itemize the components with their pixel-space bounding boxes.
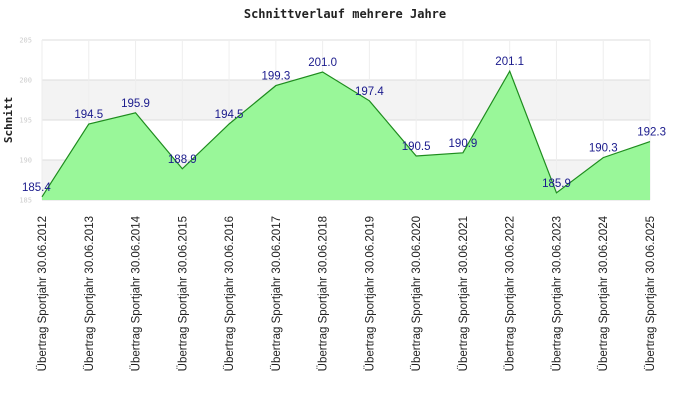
y-tick-label: 190 — [19, 157, 32, 165]
x-tick-label: Übertrag Sportjahr 30.06.2022 — [505, 216, 517, 371]
data-label: 199.3 — [261, 71, 290, 83]
data-labels: 185.4 194.5 195.9 188.9 194.5 199.3 201.0 197.4… — [22, 56, 666, 194]
x-tick-label: Übertrag Sportjahr 30.06.2025 — [645, 216, 657, 371]
data-label: 201.0 — [308, 57, 337, 69]
y-axis-label: Schnitt — [2, 97, 15, 143]
data-label: 195.9 — [121, 98, 150, 110]
data-label: 194.5 — [74, 109, 103, 121]
y-tick-label: 195 — [19, 117, 32, 125]
x-tick-label: Übertrag Sportjahr 30.06.2012 — [37, 216, 49, 371]
x-tick-label: Übertrag Sportjahr 30.06.2020 — [411, 216, 423, 371]
data-label: 197.4 — [355, 86, 384, 98]
x-tick-label: Übertrag Sportjahr 30.06.2014 — [131, 215, 143, 371]
data-label: 201.1 — [495, 56, 524, 68]
data-series — [41, 69, 651, 200]
data-label: 190.9 — [449, 138, 478, 150]
data-label: 185.4 — [22, 182, 51, 194]
series-area — [42, 71, 650, 200]
data-label: 190.5 — [402, 141, 431, 153]
x-tick-label: Übertrag Sportjahr 30.06.2018 — [318, 216, 330, 371]
x-tick-label: Übertrag Sportjahr 30.06.2024 — [598, 215, 610, 371]
data-label: 190.3 — [589, 143, 618, 155]
series-line — [41, 69, 651, 198]
chart-title: Schnittverlauf mehrere Jahre — [244, 7, 446, 21]
x-tick-label: Übertrag Sportjahr 30.06.2013 — [84, 216, 96, 371]
x-tick-label: Übertrag Sportjahr 30.06.2015 — [177, 216, 189, 371]
x-tick-labels: Übertrag Sportjahr 30.06.2012 Übertrag Sp… — [37, 215, 657, 371]
data-label: 192.3 — [637, 127, 666, 139]
data-label: 188.9 — [168, 154, 197, 166]
x-tick-label: Übertrag Sportjahr 30.06.2016 — [224, 216, 236, 371]
y-tick-label: 200 — [19, 77, 32, 85]
y-tick-label: 185 — [19, 197, 32, 205]
x-tick-label: Übertrag Sportjahr 30.06.2021 — [458, 216, 470, 371]
x-tick-label: Übertrag Sportjahr 30.06.2023 — [551, 216, 563, 371]
y-tick-labels: 185 190 195 200 205 — [19, 37, 32, 205]
x-tick-label: Übertrag Sportjahr 30.06.2017 — [271, 216, 283, 371]
data-label: 185.9 — [542, 178, 571, 190]
y-tick-label: 205 — [19, 37, 32, 45]
x-tick-label: Übertrag Sportjahr 30.06.2019 — [364, 216, 376, 371]
data-label: 194.5 — [215, 109, 244, 121]
plot-band — [42, 40, 650, 80]
